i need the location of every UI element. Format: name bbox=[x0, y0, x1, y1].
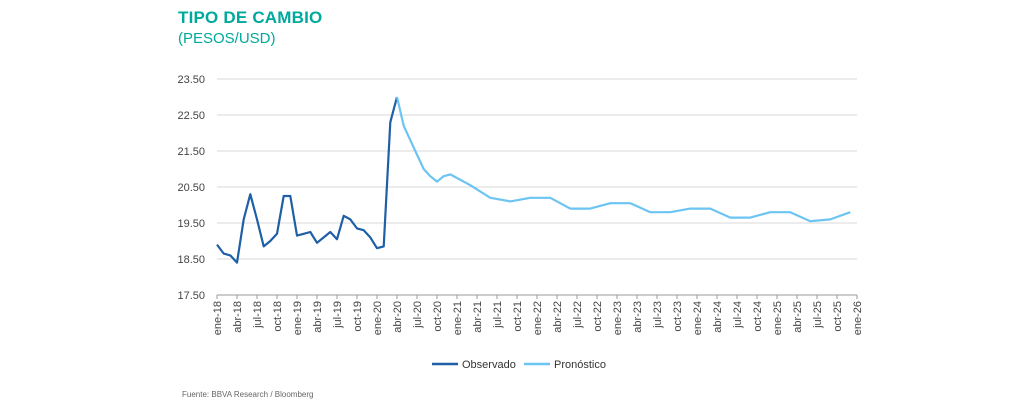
x-tick-label: oct-19 bbox=[352, 301, 364, 332]
x-tick-label: abr-20 bbox=[392, 301, 404, 333]
x-tick-label: jul-23 bbox=[652, 301, 664, 329]
chart-title: TIPO DE CAMBIO bbox=[178, 8, 323, 27]
x-axis: ene-18 abr-18 jul-18 oct-18 ene-19 abr-19 jul-… bbox=[212, 294, 864, 335]
x-tick-label: oct-24 bbox=[752, 301, 764, 332]
x-tick-label: jul-25 bbox=[812, 301, 824, 329]
x-tick-label: oct-25 bbox=[832, 301, 844, 332]
x-tick-label: ene-24 bbox=[692, 301, 704, 335]
x-tick-label: oct-18 bbox=[272, 301, 284, 332]
x-tick-label: ene-23 bbox=[612, 301, 624, 335]
y-tick-label: 17.50 bbox=[177, 290, 205, 302]
x-tick-label: jul-21 bbox=[492, 301, 504, 329]
x-tick-label: abr-25 bbox=[792, 301, 804, 333]
source-note: Fuente: BBVA Research / Bloomberg bbox=[182, 390, 314, 399]
x-tick-label: jul-18 bbox=[252, 301, 264, 329]
x-tick-label: oct-21 bbox=[512, 301, 524, 332]
x-tick-label: abr-18 bbox=[232, 301, 244, 333]
series-line-observado bbox=[216, 96, 399, 264]
x-tick-label: ene-20 bbox=[372, 301, 384, 335]
x-tick-label: ene-19 bbox=[292, 301, 304, 335]
x-tick-label: ene-22 bbox=[532, 301, 544, 335]
chart-subtitle: (PESOS/USD) bbox=[178, 30, 276, 47]
x-tick-label: ene-25 bbox=[772, 301, 784, 335]
y-tick-label: 20.50 bbox=[177, 182, 205, 194]
x-tick-label: abr-22 bbox=[552, 301, 564, 333]
x-tick-label: oct-20 bbox=[432, 301, 444, 332]
x-tick-label: jul-19 bbox=[332, 301, 344, 329]
x-tick-label: jul-24 bbox=[732, 301, 744, 329]
x-tick-label: abr-23 bbox=[632, 301, 644, 333]
x-tick-label: ene-21 bbox=[452, 301, 464, 335]
y-tick-label: 19.50 bbox=[177, 218, 205, 230]
x-tick-label: ene-18 bbox=[212, 301, 224, 335]
legend-label-observado: Observado bbox=[462, 359, 516, 371]
y-tick-label: 21.50 bbox=[177, 146, 205, 158]
x-tick-label: abr-19 bbox=[312, 301, 324, 333]
x-tick-label: ene-26 bbox=[852, 301, 864, 335]
y-axis-ticks: 17.50 18.50 19.50 20.50 21.50 22.50 23.50 bbox=[177, 74, 205, 302]
x-tick-label: oct-22 bbox=[592, 301, 604, 332]
x-tick-label: abr-24 bbox=[712, 301, 724, 333]
legend-label-pronostico: Pronóstico bbox=[554, 359, 606, 371]
y-tick-label: 22.50 bbox=[177, 110, 205, 122]
x-tick-label: oct-23 bbox=[672, 301, 684, 332]
legend: Observado Pronóstico bbox=[432, 359, 606, 371]
x-tick-label: abr-21 bbox=[472, 301, 484, 333]
series-line-pronostico bbox=[395, 96, 851, 223]
y-tick-label: 18.50 bbox=[177, 254, 205, 266]
x-tick-label: jul-20 bbox=[412, 301, 424, 329]
x-tick-label: jul-22 bbox=[572, 301, 584, 329]
y-tick-label: 23.50 bbox=[177, 74, 205, 86]
gridlines bbox=[217, 78, 857, 260]
series-lines bbox=[216, 96, 851, 264]
